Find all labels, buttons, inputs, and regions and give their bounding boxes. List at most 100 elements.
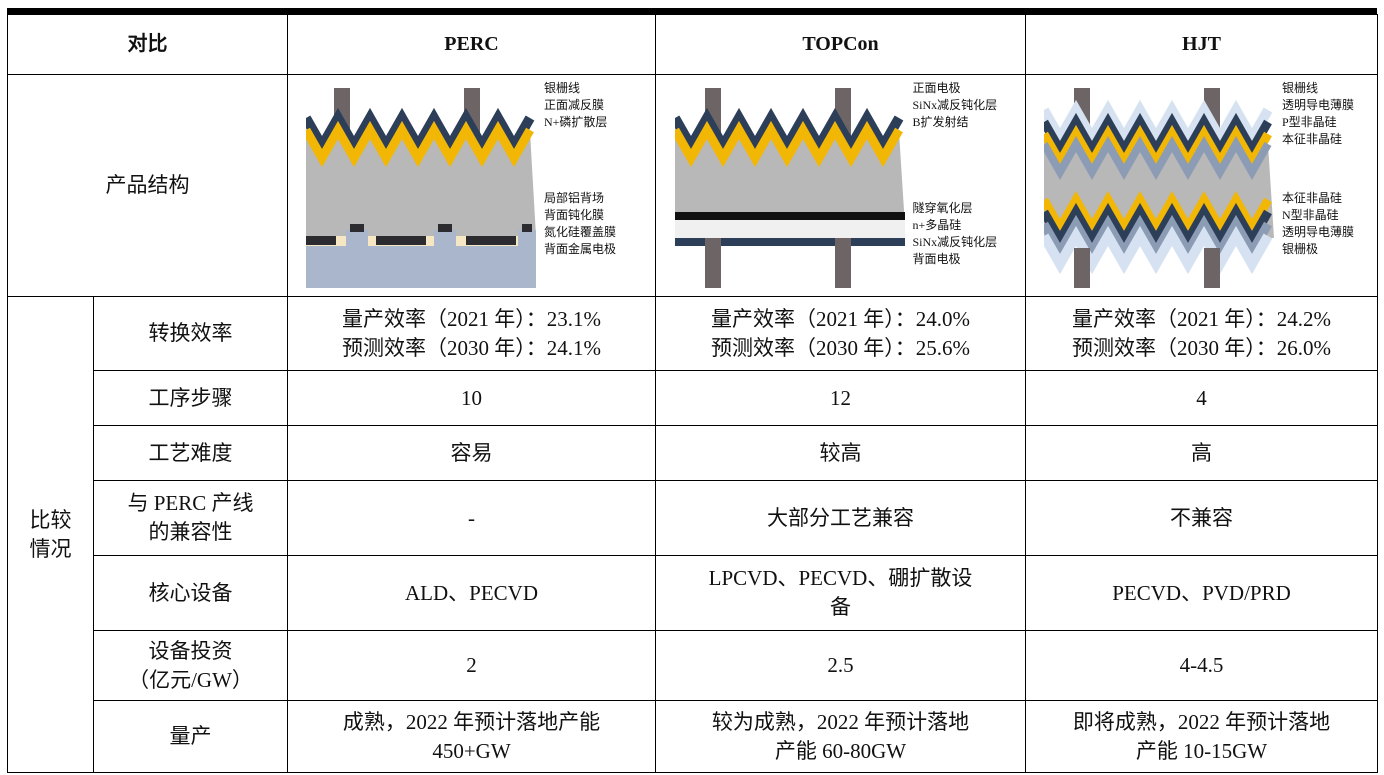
diagram: 银栅线透明导电薄膜 P型非晶硅本征非晶硅 本征非晶硅 N型非晶硅透明导电薄膜 银栅极 [1030, 76, 1384, 296]
label-group: 隧穿氧化层 n+多晶硅 SiNx减反钝化层 背面电极 [913, 200, 998, 268]
layer [306, 245, 536, 288]
layer [1044, 190, 1272, 237]
data-row: 工序步骤 10 12 4 [8, 370, 1378, 426]
header-cell: TOPCon [655, 14, 1026, 75]
layer [674, 219, 905, 238]
diagram-label: 透明导电薄膜 [1282, 97, 1355, 112]
layer [350, 223, 364, 232]
data-cell: PECVD、PVD/PRD [1025, 555, 1378, 631]
row-label: 产品结构 [7, 74, 288, 297]
layer [1044, 99, 1273, 148]
data-cell: 4 [1025, 370, 1378, 426]
data-cell: - [287, 480, 656, 556]
row-label: 工艺难度 [93, 425, 288, 481]
diagram-label: 银栅线 [544, 80, 581, 95]
layer [834, 237, 851, 288]
data-row: 比较 情况 转换效率 量产效率（2021 年）：23.1% 预测效率（2030 年）… [7, 296, 1378, 773]
label-group: 正面电极 SiNx减反钝化层 B扩发射结 [913, 80, 998, 131]
data-cell: 量产效率（2021 年）：24.0% 预测效率（2030 年）：25.6% [655, 296, 1026, 371]
diagram-label: SiNx减反钝化层 [912, 97, 998, 112]
diagram-label: 背面金属电极 [544, 241, 617, 256]
layer [306, 120, 534, 167]
layer [1204, 247, 1220, 288]
label-group: 银栅线 透明导电薄膜 P型非晶硅 本征非晶硅 [1282, 80, 1354, 148]
data-cell: 量产效率（2021 年）：24.2% 预测效率（2030 年）：26.0% [1025, 296, 1378, 371]
diagram-cell: 银栅线正面减反膜 N+磷扩散层 局部铝背场背面钝化膜氮化硅覆盖膜 背面金属电极 [287, 74, 656, 297]
data-cell: 容易 [287, 425, 656, 481]
data-cell: 较为成熟，2022 年预计落地 产能 60-80GW [655, 700, 1026, 773]
diagram-label: 透明导电薄膜 [1282, 224, 1355, 239]
layer [1044, 112, 1272, 159]
layer [1044, 202, 1272, 249]
row-label: 量产 [93, 700, 288, 773]
data-cell: 成熟，2022 年预计落地产能 450+GW [287, 700, 656, 773]
layer [466, 235, 516, 245]
diagram-label: 背面钝化膜 [544, 207, 605, 222]
layer [518, 229, 536, 246]
diagram-label: 背面电极 [912, 251, 961, 266]
diagram-cell: 正面电极 SiNx减反钝化层 B扩发射结 隧穿氧化层 n+多晶硅 SiNx减反钝化层 背面电… [655, 74, 1026, 297]
data-cell: 12 [655, 370, 1026, 426]
data-cell: 较高 [655, 425, 1026, 481]
data-cell: 不兼容 [1025, 480, 1378, 556]
layer [674, 107, 903, 156]
diagram-label: SiNx减反钝化层 [912, 234, 998, 249]
layer [306, 107, 535, 156]
row-label: 工序步骤 [93, 370, 288, 426]
group-label: 比较 情况 [7, 296, 94, 773]
diagram-label: 隧穿氧化层 [912, 200, 973, 215]
top-rule [7, 8, 1377, 14]
data-cell: 高 [1025, 425, 1378, 481]
layer [438, 223, 452, 232]
layer [306, 235, 336, 245]
row-label: 与 PERC 产线 的兼容性 [93, 480, 288, 556]
header-cell: 对比 [7, 14, 288, 75]
data-cell: 10 [287, 370, 656, 426]
diagram-label: 本征非晶硅 [1282, 190, 1343, 205]
layer [1044, 124, 1272, 171]
data-cell: 即将成熟，2022 年预计落地 产能 10-15GW [1025, 700, 1378, 773]
label-group: 局部铝背场背面钝化膜氮化硅覆盖膜 背面金属电极 [544, 190, 616, 258]
data-cell: 量产效率（2021 年）：23.1% 预测效率（2030 年）：24.1% [287, 296, 656, 371]
layer [1044, 225, 1273, 274]
diagram-label: N型非晶硅 [1282, 207, 1339, 222]
structure-diagram [674, 87, 905, 288]
layer [346, 229, 368, 246]
row-label: 设备投资 （亿元/GW） [93, 630, 288, 701]
row-label: 核心设备 [93, 555, 288, 631]
diagram-label: P型非晶硅 [1282, 114, 1337, 129]
diagram-label: 局部铝背场 [544, 190, 605, 205]
label-group: 本征非晶硅 N型非晶硅透明导电薄膜 银栅极 [1282, 190, 1354, 258]
layer [704, 237, 721, 288]
comparison-table: 对比 PERC TOPCon HJT 产品结构 银栅线 正面减反膜 N+磷扩散层 局部铝背场 背面… [7, 14, 1378, 773]
row-label: 转换效率 [93, 296, 288, 371]
header-cell: HJT [1025, 14, 1378, 75]
data-cell: 2.5 [655, 630, 1026, 701]
layer [674, 237, 905, 246]
layer [434, 229, 456, 246]
data-cell: 2 [287, 630, 656, 701]
layer [376, 235, 426, 245]
data-row: 核心设备 ALD、PECVD LPCVD、PECVD、硼扩散设 备 PECVD、PVD… [8, 555, 1378, 631]
data-row: 工艺难度 容易 较高高 [8, 425, 1378, 481]
data-row: 量产 成熟，2022 年预计落地产能 450+GW 较为成熟，2022 年预计落地 … [8, 700, 1378, 773]
diagram-label: 氮化硅覆盖膜 [544, 224, 617, 239]
diagram-cell: 银栅线透明导电薄膜 P型非晶硅本征非晶硅 本征非晶硅 N型非晶硅透明导电薄膜 银栅极 [1025, 74, 1378, 297]
structure-row: 产品结构 银栅线正面减反膜 N+磷扩散层 局部铝背场背面钝化膜氮化硅覆盖膜 背面金属电极… [7, 74, 1378, 297]
header-row: 对比 PERC TOPCon HJT [7, 14, 1378, 75]
layer [522, 223, 532, 232]
diagram-label: 正面减反膜 [544, 97, 605, 112]
diagram-label: 银栅线 [1282, 80, 1319, 95]
layer [1074, 247, 1090, 288]
diagram-label: N+磷扩散层 [544, 114, 608, 129]
structure-diagram [1044, 87, 1274, 288]
header-cell: PERC [287, 14, 656, 75]
diagram-label: n+多晶硅 [912, 217, 962, 232]
diagram-label: 正面电极 [912, 80, 961, 95]
data-cell: 4-4.5 [1025, 630, 1378, 701]
label-group: 银栅线正面减反膜 N+磷扩散层 [544, 80, 607, 131]
data-row: 与 PERC 产线 的兼容性 - 大部分工艺兼容 不兼容 [8, 480, 1378, 556]
diagram-label: 银栅极 [1282, 241, 1319, 256]
data-cell: 大部分工艺兼容 [655, 480, 1026, 556]
